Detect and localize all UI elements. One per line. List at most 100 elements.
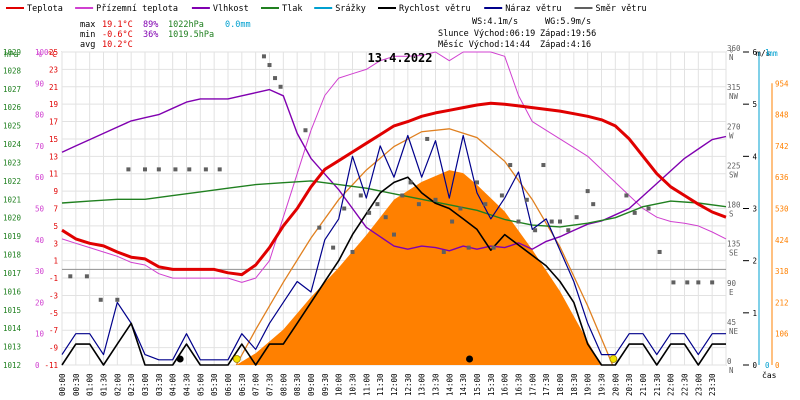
tick-hpa-4: 1016 [3,287,22,296]
stats-block: max 19.1°C 89% 1022hPa 0.0mm min -0.6°C … [80,17,596,50]
tick-solar-8: 848 [775,111,789,120]
wind-dir-point-10 [217,167,222,172]
tick-x-2: 01:00 [86,373,95,396]
stats-avg-label: avg [80,40,95,50]
tick-celsius-12: 13 [49,152,58,161]
wind-dir-point-22 [375,202,380,207]
stats-sun-rise: Slunce Východ:06:19 [438,29,535,39]
tick-x-25: 12:30 [404,373,413,396]
tick-x-3: 01:30 [100,373,109,396]
tick-direction-2: 90 [727,279,737,288]
tick-wind-0: 0 [752,361,757,370]
series-wind-gust [61,134,726,361]
stats-max-temp: 19.1°C [102,20,133,30]
tick-hpa-5: 1017 [3,269,21,278]
x-axis-unit-label: čas [762,370,777,380]
axis-unit-direction: ° [729,49,734,58]
tick-hpa-6: 1018 [3,251,22,260]
legend-label-0: Teplota [27,4,63,14]
tick-solar-0: 0 [775,361,780,370]
tick-cardinal-3: SE [729,249,739,258]
stats-min-press: 1019.5hPa [168,30,214,40]
axes: hPa% °C1012101310141015101610171018101910… [3,44,789,396]
stats-ws: WS:4.1m/s [472,17,518,27]
moonset-marker [176,355,184,363]
series-ground-temp [61,51,727,283]
tick-celsius-9: 7 [53,205,58,214]
tick-hpa-13: 1025 [3,122,21,131]
tick-direction-8: 360 [727,44,741,53]
wind-dir-point-31 [450,219,455,224]
tick-solar-5: 530 [775,205,789,214]
tick-cardinal-5: SW [729,170,739,179]
tick-hpa-8: 1020 [3,214,22,223]
wind-dir-point-55 [696,280,701,285]
wind-dir-point-4 [126,167,131,172]
tick-x-9: 04:30 [183,373,192,396]
tick-x-21: 10:30 [349,373,358,396]
markers-layer [176,355,618,363]
wind-dir-point-32 [458,206,463,211]
tick-x-37: 18:30 [570,373,579,396]
tick-x-7: 03:30 [155,373,164,396]
tick-percent-8: 80 [35,111,45,120]
stats-moon-rise: Měsíc Východ:14:44 [438,40,530,50]
tick-solar-3: 318 [775,267,789,276]
tick-celsius-18: 25 [49,48,58,57]
wind-dir-point-19 [350,249,355,254]
wind-dir-point-34 [475,180,479,185]
tick-x-0: 00:00 [58,373,67,396]
wind-dir-point-23 [383,215,388,220]
tick-percent-3: 30 [35,267,45,276]
tick-x-8: 04:00 [169,373,178,396]
tick-x-41: 20:30 [625,373,634,396]
tick-wind-6: 6 [752,48,757,57]
tick-hpa-3: 1015 [3,306,21,315]
tick-hpa-11: 1023 [3,158,21,167]
tick-wind-5: 5 [752,100,757,109]
wind-dir-point-40 [524,197,529,202]
wind-dir-point-50 [632,210,637,215]
tick-cardinal-4: S [729,210,734,219]
wind-dir-point-16 [317,225,322,230]
tick-percent-10: 100 [35,48,49,57]
wind-dir-point-30 [441,249,446,254]
tick-x-4: 02:00 [113,373,122,396]
tick-hpa-15: 1027 [3,85,21,94]
tick-x-10: 05:00 [196,373,205,396]
tick-celsius-0: -11 [44,361,58,370]
tick-wind-2: 2 [752,257,757,266]
tick-direction-6: 270 [727,122,741,131]
wind-dir-point-20 [358,193,363,198]
legend-label-2: Vlhkost [213,4,249,14]
legend-label-5: Rychlost větru [399,4,471,14]
tick-celsius-16: 21 [49,83,58,92]
wind-dir-point-53 [671,280,676,285]
legend: Teplota Přízemní teplota Vlhkost Tlak Srážky… [6,4,647,14]
wind-dir-point-47 [585,189,590,194]
tick-x-34: 17:00 [528,373,537,396]
tick-percent-1: 10 [35,330,45,339]
wind-dir-point-26 [408,180,413,185]
tick-x-20: 10:00 [335,373,344,396]
tick-x-40: 20:00 [611,373,620,396]
tick-percent-4: 40 [35,236,45,245]
tick-x-42: 21:00 [639,373,648,396]
tick-x-15: 07:30 [266,373,275,396]
wind-dir-point-45 [566,228,571,233]
wind-dir-point-8 [187,167,192,172]
wind-dir-point-14 [278,84,283,89]
tick-x-19: 09:30 [321,373,330,396]
axis-unit-celsius: °C [47,50,57,59]
wind-dir-point-21 [367,210,372,215]
tick-celsius-10: 9 [53,187,58,196]
wind-dir-point-9 [203,167,208,172]
tick-x-47: 23:30 [708,373,717,396]
tick-x-5: 02:30 [127,373,136,396]
tick-celsius-4: -3 [49,291,58,300]
wind-dir-point-41 [533,228,538,233]
axis-unit-percent: % [37,50,42,59]
tick-celsius-7: 3 [53,239,58,248]
stats-max-hum: 89% [143,20,158,30]
